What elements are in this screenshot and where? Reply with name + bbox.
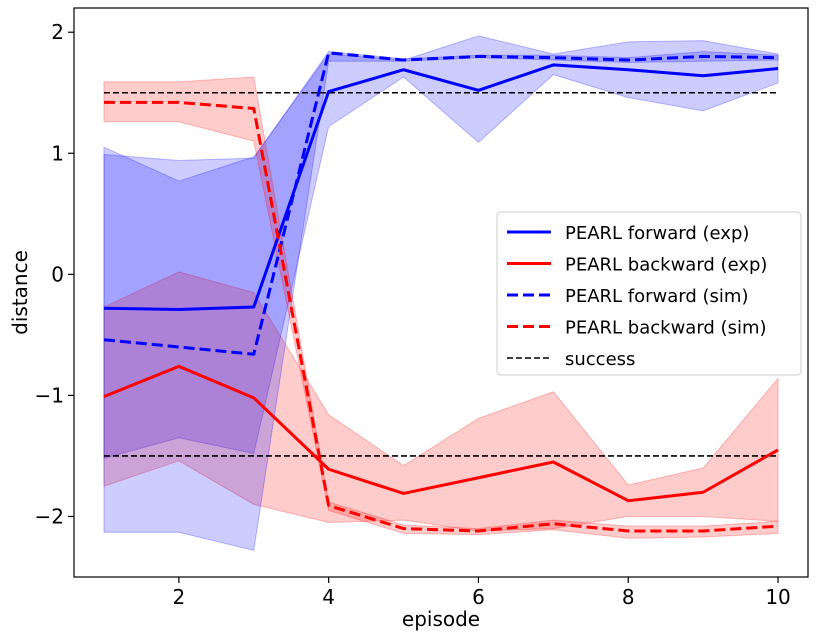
legend-box <box>496 211 802 376</box>
x-tick-label: 6 <box>472 585 485 609</box>
line-pearl-forward-exp <box>103 63 779 311</box>
legend-label-success: success <box>565 349 635 370</box>
y-axis-label: distance <box>8 250 32 335</box>
y-tick-label: 2 <box>51 20 64 44</box>
line-pearl-backward-exp <box>103 364 779 503</box>
line-pearl-forward-sim <box>103 51 779 356</box>
line-pearl-backward-sim <box>103 100 779 533</box>
x-tick-label: 10 <box>765 585 790 609</box>
x-tick-label: 8 <box>622 585 635 609</box>
reference-lines <box>103 91 779 457</box>
legend-label-pearl-backward-sim: PEARL backward (sim) <box>565 318 767 339</box>
y-tick-label: −1 <box>35 383 64 407</box>
x-tick-label: 2 <box>172 585 185 609</box>
legend: PEARL forward (exp) PEARL backward (exp) P… <box>496 211 802 376</box>
legend-label-pearl-forward-exp: PEARL forward (exp) <box>565 223 749 244</box>
legend-label-pearl-backward-exp: PEARL backward (exp) <box>565 255 767 276</box>
y-tick-label: −2 <box>35 504 64 528</box>
x-tick-label: 4 <box>322 585 335 609</box>
legend-label-pearl-forward-sim: PEARL forward (sim) <box>565 286 749 307</box>
y-tick-label: 1 <box>51 141 64 165</box>
x-axis-ticks: 2 4 6 8 10 <box>172 577 791 609</box>
band-pearl-backward-sim <box>103 76 779 539</box>
band-pearl-backward-exp <box>103 271 779 532</box>
y-tick-label: 0 <box>51 262 64 286</box>
x-axis-label: episode <box>402 607 480 631</box>
plot-frame <box>73 7 809 578</box>
y-axis-ticks: −2 −1 0 1 2 <box>35 20 74 528</box>
confidence-bands <box>103 35 779 551</box>
series-lines <box>103 51 779 533</box>
